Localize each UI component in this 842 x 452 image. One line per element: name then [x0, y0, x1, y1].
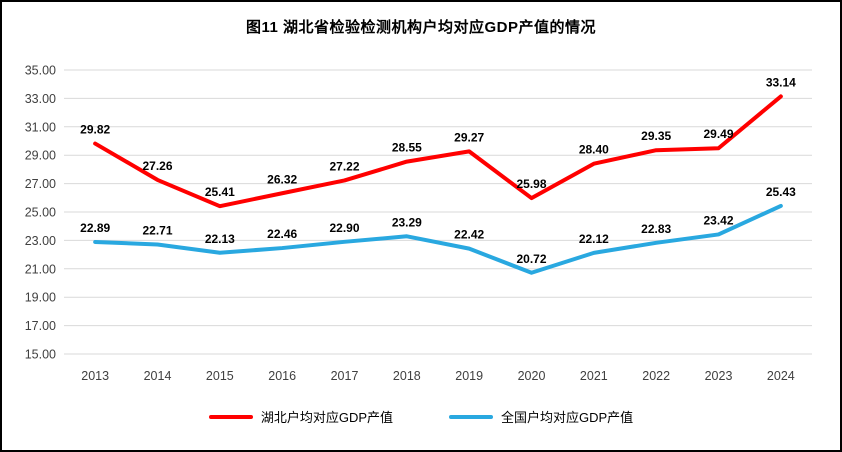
x-tick-label: 2017 [331, 369, 359, 383]
data-label: 22.83 [641, 222, 671, 236]
y-tick-label: 25.00 [25, 206, 56, 220]
y-tick-label: 33.00 [25, 92, 56, 106]
y-axis-labels: 15.00 17.00 19.00 21.00 23.00 25.00 27.00 29.00… [25, 64, 56, 362]
y-tick-label: 19.00 [25, 291, 56, 305]
legend-item-hubei: 湖北户均对应GDP产值 [208, 407, 393, 426]
y-tick-label: 31.00 [25, 120, 56, 134]
data-label: 33.14 [766, 75, 796, 89]
x-tick-label: 2024 [767, 369, 795, 383]
x-tick-label: 2023 [705, 369, 733, 383]
data-label: 25.41 [205, 185, 235, 199]
x-tick-label: 2020 [518, 369, 546, 383]
data-label: 22.46 [267, 227, 297, 241]
data-label: 22.89 [80, 221, 110, 235]
y-tick-label: 15.00 [25, 348, 56, 362]
y-tick-label: 17.00 [25, 319, 56, 333]
data-label: 29.49 [703, 127, 733, 141]
data-label: 29.82 [80, 123, 110, 137]
y-tick-label: 21.00 [25, 262, 56, 276]
data-label: 25.43 [766, 185, 796, 199]
chart-title: 图11 湖北省检验检测机构户均对应GDP产值的情况 [245, 19, 597, 36]
x-tick-label: 2021 [580, 369, 608, 383]
gridlines [64, 69, 812, 355]
x-tick-label: 2015 [206, 369, 234, 383]
data-label: 25.98 [516, 177, 546, 191]
x-axis-labels: 2013 2014 2015 2016 2017 2018 2019 2020 2021 2022… [81, 369, 795, 383]
x-tick-label: 2019 [455, 369, 483, 383]
x-tick-label: 2016 [268, 369, 296, 383]
series-0: 29.82 27.26 25.41 26.32 27.22 28.55 29.27 25.98… [80, 75, 796, 209]
data-label: 28.40 [579, 143, 609, 157]
data-label: 22.13 [205, 232, 235, 246]
data-label: 23.29 [392, 215, 422, 229]
data-label: 22.90 [329, 221, 359, 235]
data-label: 20.72 [516, 252, 546, 266]
data-label: 23.42 [703, 213, 733, 227]
data-label: 29.35 [641, 129, 671, 143]
y-tick-label: 35.00 [25, 64, 56, 78]
data-label: 27.26 [142, 159, 172, 173]
legend: 湖北户均对应GDP产值 全国户均对应GDP产值 [2, 407, 840, 426]
data-label: 22.71 [142, 224, 172, 238]
hubei-series-line-swatch [208, 414, 253, 419]
data-label: 28.55 [392, 141, 422, 155]
data-label: 22.42 [454, 228, 484, 242]
series-line-1 [93, 203, 783, 275]
legend-item-national: 全国户均对应GDP产值 [449, 407, 633, 426]
data-label: 29.27 [454, 130, 484, 144]
x-tick-label: 2018 [393, 369, 421, 383]
national-series-line-swatch [449, 414, 493, 419]
y-tick-label: 27.00 [25, 177, 56, 191]
y-tick-label: 23.00 [25, 234, 56, 248]
national-series-label: 全国户均对应GDP产值 [501, 410, 634, 425]
x-tick-label: 2014 [144, 369, 172, 383]
y-tick-label: 29.00 [25, 149, 56, 163]
data-label: 22.12 [579, 232, 609, 246]
series-1: 22.89 22.71 22.13 22.46 22.90 23.29 22.42 20.72… [80, 185, 796, 275]
data-label: 26.32 [267, 172, 297, 186]
data-label: 27.22 [329, 159, 359, 173]
hubei-series-label: 湖北户均对应GDP产值 [260, 410, 393, 425]
x-tick-label: 2022 [642, 369, 670, 383]
x-tick-label: 2013 [81, 369, 109, 383]
series-line-0 [93, 94, 783, 209]
